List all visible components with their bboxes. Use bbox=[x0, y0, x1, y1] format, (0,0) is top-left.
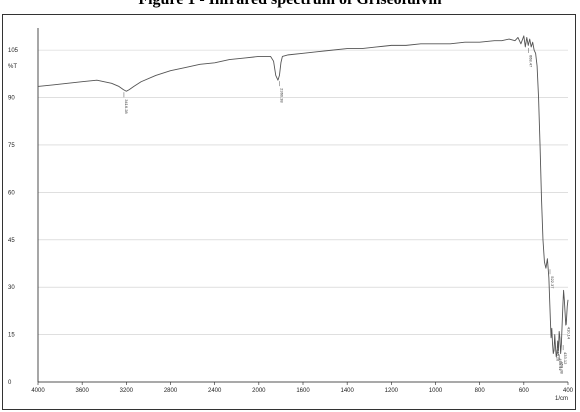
peak-label: 522.37 bbox=[550, 276, 555, 289]
figure-title: Figure 1 - Infrared spectrum of Griseofu… bbox=[0, 0, 580, 9]
peak-label: 2360.38 bbox=[279, 88, 284, 103]
peak-label: 486.26 bbox=[555, 349, 560, 362]
x-tick-label: 800 bbox=[475, 388, 486, 394]
x-tick-label: 600 bbox=[519, 388, 530, 394]
x-tick-label: 2800 bbox=[164, 388, 178, 394]
x-tick-label: 4000 bbox=[31, 388, 45, 394]
spectrum-series-line bbox=[37, 35, 569, 358]
x-tick-label: 2400 bbox=[208, 388, 222, 394]
peak-label: 668.47 bbox=[528, 55, 533, 68]
x-tick-label: 1200 bbox=[385, 388, 399, 394]
x-tick-label: 1400 bbox=[340, 388, 354, 394]
y-tick-label: 15 bbox=[8, 333, 15, 339]
x-axis-unit-label: 1/cm bbox=[555, 396, 568, 402]
y-axis-label: %T bbox=[8, 64, 17, 70]
x-tick-label: 1000 bbox=[429, 388, 443, 394]
peak-label: 458.38 bbox=[559, 362, 564, 375]
plot-frame bbox=[2, 14, 576, 410]
y-tick-label: 45 bbox=[8, 238, 15, 244]
y-tick-label: 75 bbox=[8, 143, 15, 149]
y-tick-label: 90 bbox=[8, 96, 15, 102]
peak-label: 410.14 bbox=[567, 327, 572, 340]
peak-label: 3416.28 bbox=[124, 99, 129, 114]
peak-label: 433.12 bbox=[563, 352, 568, 365]
y-tick-label: 105 bbox=[8, 48, 19, 54]
y-tick-label: 0 bbox=[8, 380, 12, 386]
x-tick-label: 3600 bbox=[75, 388, 89, 394]
peak-label: 466.41 bbox=[558, 358, 563, 371]
x-tick-label: 2000 bbox=[252, 388, 266, 394]
x-tick-label: 3200 bbox=[120, 388, 134, 394]
y-tick-label: 30 bbox=[8, 285, 15, 291]
x-tick-label: 1600 bbox=[296, 388, 310, 394]
y-tick-label: 60 bbox=[8, 190, 15, 196]
x-tick-label: 400 bbox=[563, 388, 574, 394]
